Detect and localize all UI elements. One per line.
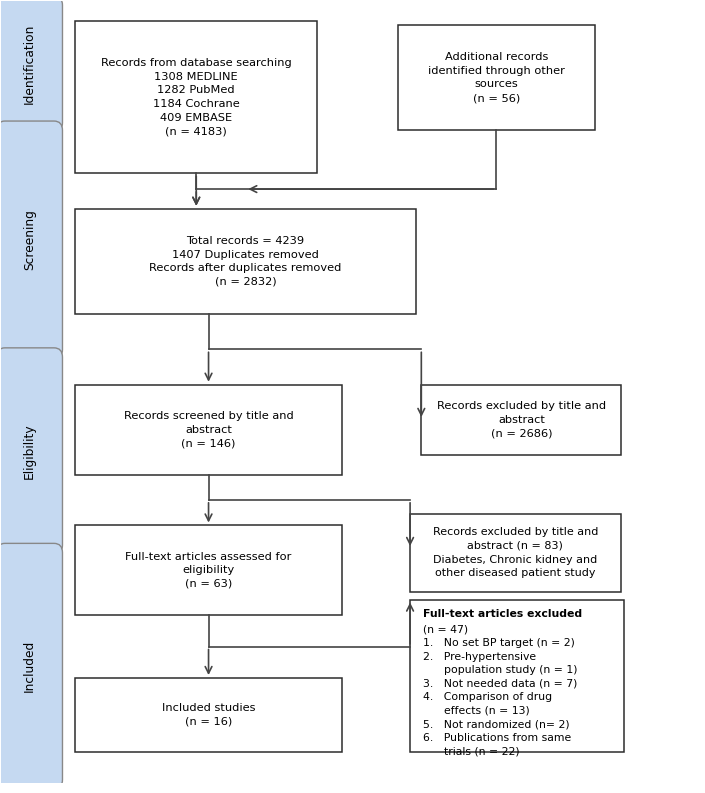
Text: Eligibility: Eligibility: [23, 423, 36, 479]
Bar: [75, 678, 342, 753]
Bar: [75, 209, 416, 314]
Text: Included: Included: [23, 640, 36, 692]
Text: Full-text articles excluded: Full-text articles excluded: [423, 609, 582, 619]
Bar: [75, 385, 342, 474]
Text: Identification: Identification: [23, 24, 36, 104]
Text: Total records = 4239
1407 Duplicates removed
Records after duplicates removed
(n: Total records = 4239 1407 Duplicates rem…: [149, 236, 342, 287]
Bar: [75, 21, 317, 174]
FancyBboxPatch shape: [0, 543, 63, 789]
Bar: [410, 600, 624, 753]
Bar: [410, 514, 620, 592]
Text: Records excluded by title and
abstract
(n = 2686): Records excluded by title and abstract (…: [437, 401, 606, 439]
Text: (n = 47)
1.   No set BP target (n = 2)
2.   Pre-hypertensive
      population st: (n = 47) 1. No set BP target (n = 2) 2. …: [423, 624, 577, 757]
Bar: [398, 25, 595, 130]
Text: Records screened by title and
abstract
(n = 146): Records screened by title and abstract (…: [123, 411, 293, 448]
FancyBboxPatch shape: [0, 121, 63, 358]
Text: Records excluded by title and
abstract (n = 83)
Diabetes, Chronic kidney and
oth: Records excluded by title and abstract (…: [433, 527, 598, 578]
Bar: [75, 526, 342, 615]
Text: Records from database searching
1308 MEDLINE
1282 PubMed
1184 Cochrane
409 EMBAS: Records from database searching 1308 MED…: [101, 58, 292, 136]
FancyBboxPatch shape: [0, 348, 63, 554]
FancyBboxPatch shape: [0, 0, 63, 132]
Text: Screening: Screening: [23, 209, 36, 270]
Text: Full-text articles assessed for
eligibility
(n = 63): Full-text articles assessed for eligibil…: [125, 552, 292, 589]
Text: Included studies
(n = 16): Included studies (n = 16): [161, 703, 255, 727]
Text: Additional records
identified through other
sources
(n = 56): Additional records identified through ot…: [428, 52, 565, 103]
Bar: [422, 385, 621, 455]
